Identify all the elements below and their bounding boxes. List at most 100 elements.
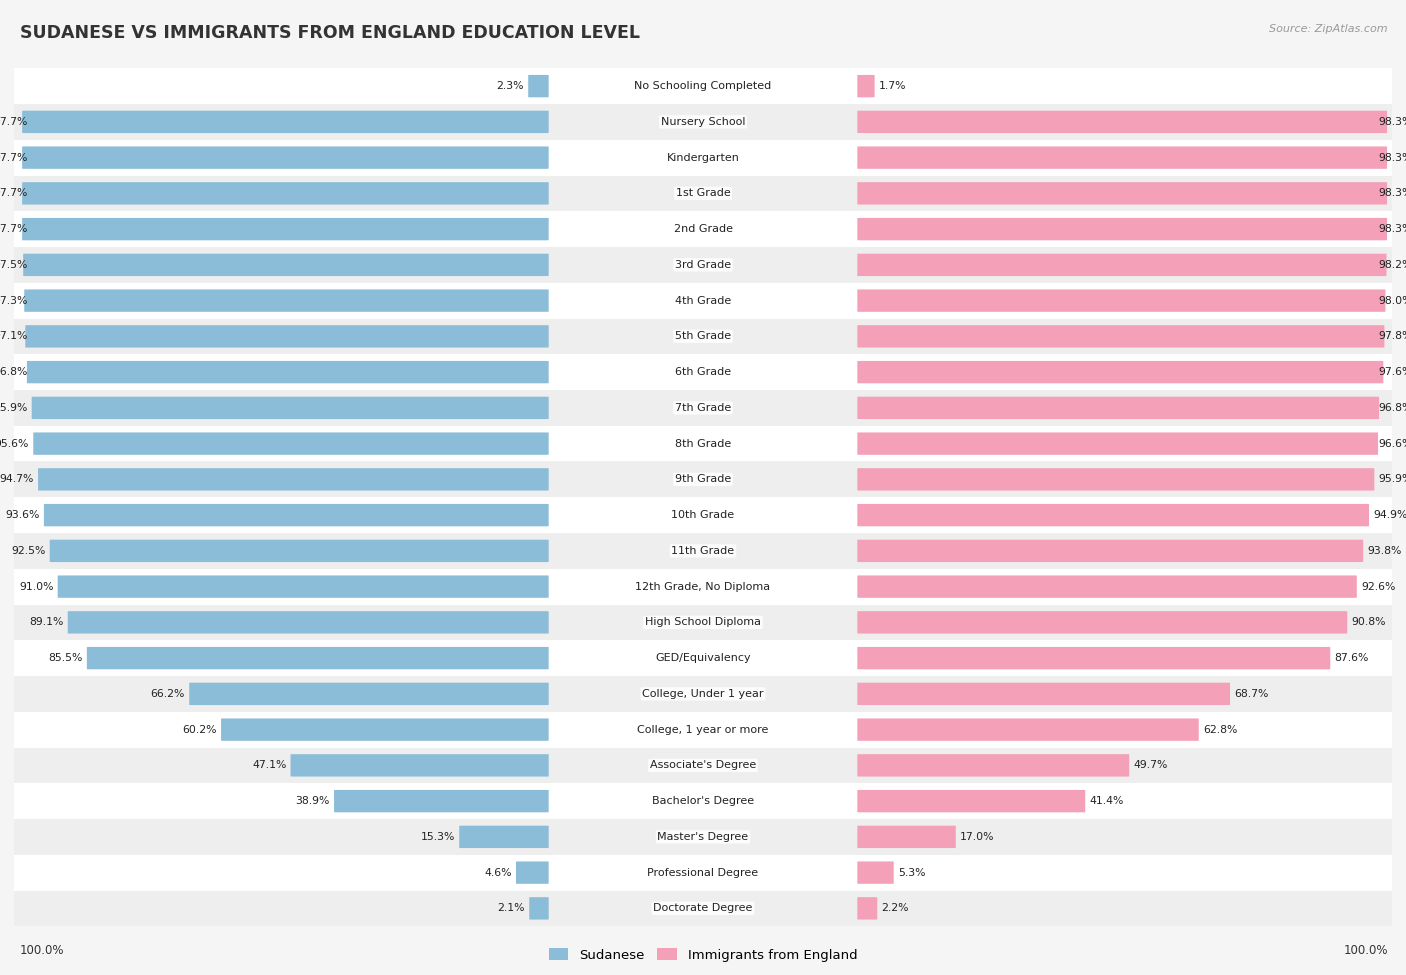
FancyBboxPatch shape (858, 397, 1379, 419)
Text: 15.3%: 15.3% (420, 832, 456, 841)
FancyBboxPatch shape (27, 361, 548, 383)
Text: 87.6%: 87.6% (1334, 653, 1369, 663)
Bar (14, 319, 1392, 354)
FancyBboxPatch shape (858, 254, 1386, 276)
Bar (14, 461, 1392, 497)
Text: 2.3%: 2.3% (496, 81, 524, 91)
FancyBboxPatch shape (858, 218, 1388, 240)
FancyBboxPatch shape (291, 755, 548, 776)
Text: 5.3%: 5.3% (898, 868, 925, 878)
Text: 92.5%: 92.5% (11, 546, 45, 556)
Text: No Schooling Completed: No Schooling Completed (634, 81, 772, 91)
Text: 1st Grade: 1st Grade (676, 188, 730, 198)
Text: 97.8%: 97.8% (1378, 332, 1406, 341)
Text: Professional Degree: Professional Degree (647, 868, 759, 878)
Text: 17.0%: 17.0% (960, 832, 994, 841)
Text: 8th Grade: 8th Grade (675, 439, 731, 448)
Text: 97.7%: 97.7% (0, 188, 28, 198)
Text: 2.1%: 2.1% (498, 904, 524, 914)
Bar (14, 604, 1392, 641)
FancyBboxPatch shape (529, 897, 548, 919)
Text: 3rd Grade: 3rd Grade (675, 260, 731, 270)
Text: 97.7%: 97.7% (0, 117, 28, 127)
Text: 12th Grade, No Diploma: 12th Grade, No Diploma (636, 582, 770, 592)
Text: 49.7%: 49.7% (1133, 760, 1168, 770)
Bar (14, 533, 1392, 568)
FancyBboxPatch shape (858, 290, 1385, 312)
Bar (14, 426, 1392, 461)
FancyBboxPatch shape (858, 682, 1230, 705)
FancyBboxPatch shape (221, 719, 548, 741)
Text: Associate's Degree: Associate's Degree (650, 760, 756, 770)
Text: High School Diploma: High School Diploma (645, 617, 761, 627)
Text: 93.6%: 93.6% (6, 510, 39, 520)
Text: 2nd Grade: 2nd Grade (673, 224, 733, 234)
Text: 93.8%: 93.8% (1367, 546, 1402, 556)
Text: 10th Grade: 10th Grade (672, 510, 734, 520)
Text: 96.8%: 96.8% (0, 368, 28, 377)
Bar (14, 212, 1392, 247)
Text: 96.8%: 96.8% (1378, 403, 1406, 412)
FancyBboxPatch shape (858, 790, 1085, 812)
Text: 95.9%: 95.9% (1378, 475, 1406, 485)
Bar (14, 104, 1392, 139)
Text: 11th Grade: 11th Grade (672, 546, 734, 556)
FancyBboxPatch shape (87, 647, 548, 669)
Text: 92.6%: 92.6% (1361, 582, 1395, 592)
FancyBboxPatch shape (22, 254, 548, 276)
Text: 91.0%: 91.0% (20, 582, 53, 592)
Bar (14, 783, 1392, 819)
Text: 90.8%: 90.8% (1351, 617, 1386, 627)
Text: Source: ZipAtlas.com: Source: ZipAtlas.com (1270, 24, 1388, 34)
Bar (14, 176, 1392, 212)
FancyBboxPatch shape (858, 361, 1384, 383)
FancyBboxPatch shape (44, 504, 548, 526)
Text: 97.7%: 97.7% (0, 224, 28, 234)
Text: 100.0%: 100.0% (20, 945, 65, 957)
FancyBboxPatch shape (858, 433, 1378, 454)
Text: 94.7%: 94.7% (0, 475, 34, 485)
Text: 4th Grade: 4th Grade (675, 295, 731, 305)
FancyBboxPatch shape (858, 504, 1369, 526)
Text: Bachelor's Degree: Bachelor's Degree (652, 797, 754, 806)
FancyBboxPatch shape (858, 182, 1388, 205)
Text: Nursery School: Nursery School (661, 117, 745, 127)
Text: 41.4%: 41.4% (1090, 797, 1123, 806)
Text: 94.9%: 94.9% (1374, 510, 1406, 520)
Text: 85.5%: 85.5% (48, 653, 83, 663)
FancyBboxPatch shape (858, 862, 894, 883)
FancyBboxPatch shape (22, 111, 548, 133)
Text: 98.3%: 98.3% (1378, 224, 1406, 234)
FancyBboxPatch shape (858, 326, 1385, 347)
Text: 97.3%: 97.3% (0, 295, 28, 305)
Text: Kindergarten: Kindergarten (666, 153, 740, 163)
Text: 98.0%: 98.0% (1378, 295, 1406, 305)
Text: Doctorate Degree: Doctorate Degree (654, 904, 752, 914)
Legend: Sudanese, Immigrants from England: Sudanese, Immigrants from England (543, 943, 863, 967)
FancyBboxPatch shape (34, 433, 548, 454)
FancyBboxPatch shape (858, 647, 1330, 669)
Text: College, Under 1 year: College, Under 1 year (643, 689, 763, 699)
Text: GED/Equivalency: GED/Equivalency (655, 653, 751, 663)
Text: 9th Grade: 9th Grade (675, 475, 731, 485)
Text: 7th Grade: 7th Grade (675, 403, 731, 412)
Text: 98.3%: 98.3% (1378, 117, 1406, 127)
Text: 2.2%: 2.2% (882, 904, 908, 914)
FancyBboxPatch shape (24, 290, 548, 312)
FancyBboxPatch shape (190, 682, 548, 705)
Text: 96.6%: 96.6% (1378, 439, 1406, 448)
Bar (14, 568, 1392, 604)
Text: College, 1 year or more: College, 1 year or more (637, 724, 769, 734)
FancyBboxPatch shape (67, 611, 548, 634)
FancyBboxPatch shape (460, 826, 548, 848)
FancyBboxPatch shape (858, 755, 1129, 776)
Bar (14, 139, 1392, 176)
Bar (14, 497, 1392, 533)
FancyBboxPatch shape (858, 111, 1388, 133)
Bar (14, 855, 1392, 890)
FancyBboxPatch shape (529, 75, 548, 98)
Text: 98.2%: 98.2% (1378, 260, 1406, 270)
Bar (14, 748, 1392, 783)
FancyBboxPatch shape (858, 75, 875, 98)
Text: 89.1%: 89.1% (30, 617, 63, 627)
